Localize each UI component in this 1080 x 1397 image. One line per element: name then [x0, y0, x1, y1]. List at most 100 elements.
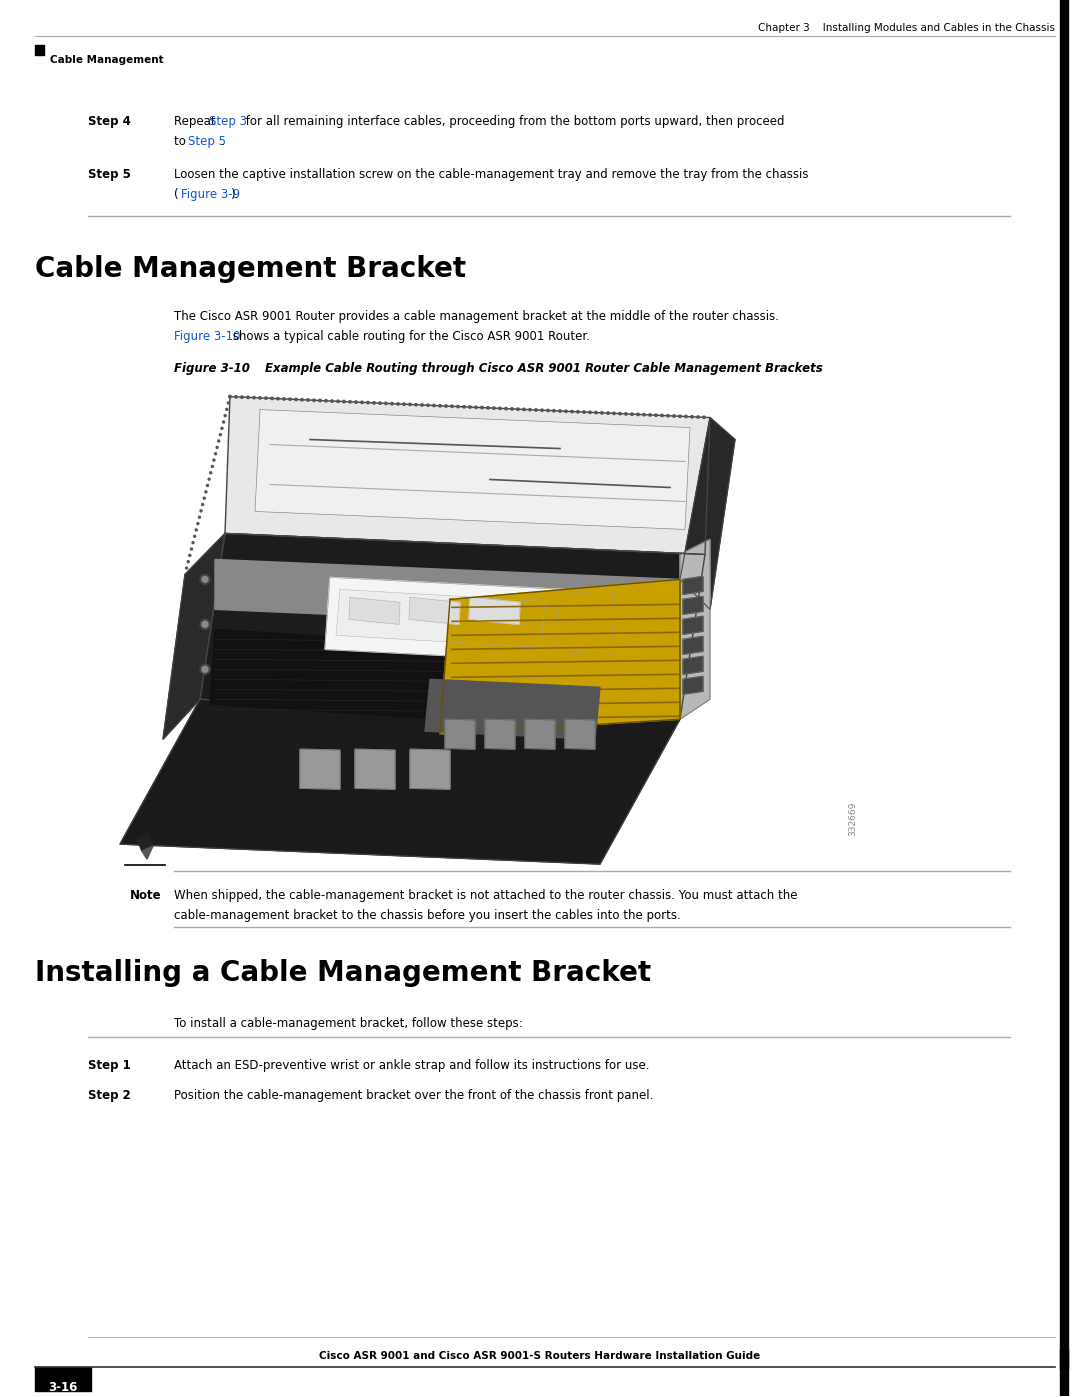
Circle shape [197, 522, 199, 525]
Text: Cable Management: Cable Management [50, 54, 164, 64]
Circle shape [200, 510, 202, 511]
Circle shape [210, 472, 212, 474]
Text: Figure 3-10: Figure 3-10 [174, 330, 241, 342]
Polygon shape [680, 418, 735, 609]
Polygon shape [120, 700, 680, 865]
Text: Position the cable-management bracket over the front of the chassis front panel.: Position the cable-management bracket ov… [174, 1088, 653, 1102]
Circle shape [643, 414, 645, 416]
Circle shape [475, 407, 477, 408]
Circle shape [265, 397, 267, 400]
Circle shape [355, 401, 357, 404]
Text: Figure 3-9: Figure 3-9 [181, 187, 240, 201]
Circle shape [463, 405, 465, 408]
Text: Cable Management Bracket: Cable Management Bracket [35, 254, 467, 282]
Polygon shape [683, 657, 703, 675]
Text: 3-16: 3-16 [49, 1380, 78, 1394]
Circle shape [276, 398, 280, 400]
Circle shape [216, 447, 218, 448]
Polygon shape [215, 559, 680, 629]
Polygon shape [683, 616, 703, 634]
Text: When shipped, the cable-management bracket is not attached to the router chassis: When shipped, the cable-management brack… [174, 888, 797, 902]
Circle shape [361, 401, 363, 404]
Circle shape [517, 408, 519, 411]
Polygon shape [336, 590, 545, 647]
Circle shape [283, 398, 285, 400]
Circle shape [349, 401, 351, 402]
Circle shape [373, 402, 375, 404]
Circle shape [192, 542, 194, 543]
Text: Repeat: Repeat [174, 115, 219, 129]
Polygon shape [141, 847, 153, 859]
Circle shape [219, 433, 221, 436]
Circle shape [218, 440, 219, 441]
Polygon shape [683, 637, 703, 654]
Circle shape [212, 465, 214, 468]
Polygon shape [565, 719, 595, 749]
Circle shape [433, 404, 435, 407]
Text: .: . [221, 136, 225, 148]
Circle shape [203, 497, 205, 499]
Circle shape [202, 622, 208, 627]
Circle shape [319, 400, 321, 402]
Circle shape [189, 555, 191, 556]
Circle shape [206, 485, 208, 486]
Circle shape [187, 560, 189, 563]
Circle shape [577, 411, 579, 414]
Circle shape [337, 400, 339, 402]
Circle shape [221, 427, 222, 429]
Circle shape [225, 415, 226, 416]
Circle shape [492, 407, 496, 409]
Polygon shape [556, 591, 615, 654]
Text: ).: ). [230, 187, 239, 201]
Circle shape [619, 412, 621, 415]
Circle shape [691, 415, 693, 418]
Circle shape [589, 411, 591, 414]
Circle shape [553, 409, 555, 412]
Polygon shape [469, 598, 519, 624]
Text: Step 4: Step 4 [87, 115, 131, 129]
Polygon shape [137, 834, 153, 851]
Circle shape [367, 401, 369, 404]
Circle shape [600, 412, 604, 414]
Circle shape [438, 405, 442, 407]
Circle shape [229, 395, 231, 398]
Circle shape [202, 577, 208, 583]
Polygon shape [225, 397, 710, 555]
Polygon shape [163, 534, 225, 739]
Circle shape [595, 411, 597, 414]
Circle shape [403, 402, 405, 405]
Circle shape [583, 411, 585, 414]
Text: Step 2: Step 2 [87, 1088, 131, 1102]
Text: Note: Note [130, 888, 162, 902]
Circle shape [186, 567, 188, 569]
Circle shape [253, 397, 255, 398]
Polygon shape [355, 749, 395, 789]
Circle shape [195, 529, 198, 531]
Polygon shape [683, 676, 703, 694]
Text: (: ( [174, 187, 178, 201]
Circle shape [487, 407, 489, 409]
Text: Attach an ESD-preventive wrist or ankle strap and follow its instructions for us: Attach an ESD-preventive wrist or ankle … [174, 1059, 649, 1071]
Text: Example Cable Routing through Cisco ASR 9001 Router Cable Management Brackets: Example Cable Routing through Cisco ASR … [265, 362, 823, 374]
Circle shape [205, 490, 207, 493]
Circle shape [342, 401, 346, 402]
Circle shape [481, 407, 483, 409]
Text: Installing a Cable Management Bracket: Installing a Cable Management Bracket [35, 958, 651, 988]
Polygon shape [200, 534, 705, 719]
Circle shape [666, 415, 670, 416]
Circle shape [325, 400, 327, 402]
Circle shape [679, 415, 681, 418]
Text: The Cisco ASR 9001 Router provides a cable management bracket at the middle of t: The Cisco ASR 9001 Router provides a cab… [174, 310, 779, 323]
Circle shape [229, 395, 231, 398]
Circle shape [208, 478, 211, 481]
Circle shape [450, 405, 454, 408]
Circle shape [241, 395, 243, 398]
Circle shape [234, 395, 238, 398]
Circle shape [529, 408, 531, 411]
Circle shape [295, 398, 297, 401]
Circle shape [391, 402, 393, 405]
Bar [35, 1366, 91, 1390]
Circle shape [703, 416, 705, 419]
Circle shape [288, 398, 292, 401]
Text: Loosen the captive installation screw on the cable-management tray and remove th: Loosen the captive installation screw on… [174, 168, 809, 180]
